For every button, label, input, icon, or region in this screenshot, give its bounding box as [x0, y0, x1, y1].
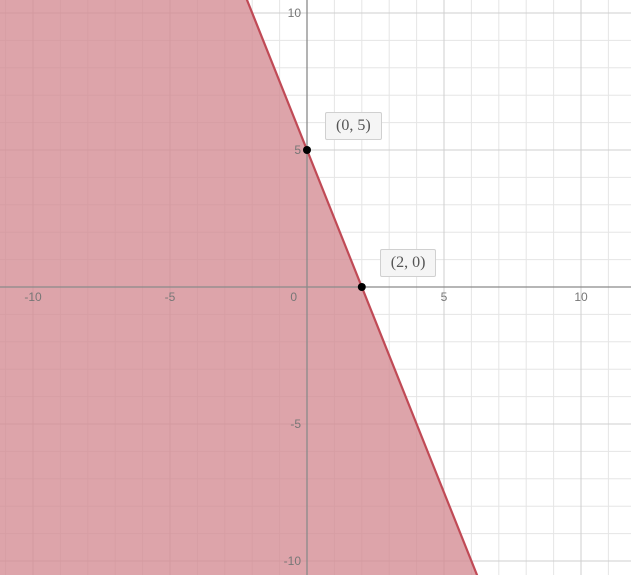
plotted-point — [358, 283, 366, 291]
x-tick-label: -5 — [165, 290, 176, 304]
x-tick-label: 5 — [441, 290, 448, 304]
y-tick-label: 5 — [294, 143, 301, 157]
point-label: (2, 0) — [380, 249, 437, 277]
y-tick-label: -5 — [290, 417, 301, 431]
point-label: (0, 5) — [325, 112, 382, 140]
y-tick-label: 10 — [288, 6, 302, 20]
inequality-chart: -10 -5 0 5 10 -10 -5 5 10 — [0, 0, 631, 575]
plotted-point — [303, 146, 311, 154]
chart-container: -10 -5 0 5 10 -10 -5 5 10 (0, 5) (2, 0) — [0, 0, 631, 575]
y-tick-label: -10 — [284, 554, 302, 568]
x-tick-label: -10 — [24, 290, 42, 304]
x-tick-label: 10 — [574, 290, 588, 304]
x-tick-label: 0 — [290, 290, 297, 304]
